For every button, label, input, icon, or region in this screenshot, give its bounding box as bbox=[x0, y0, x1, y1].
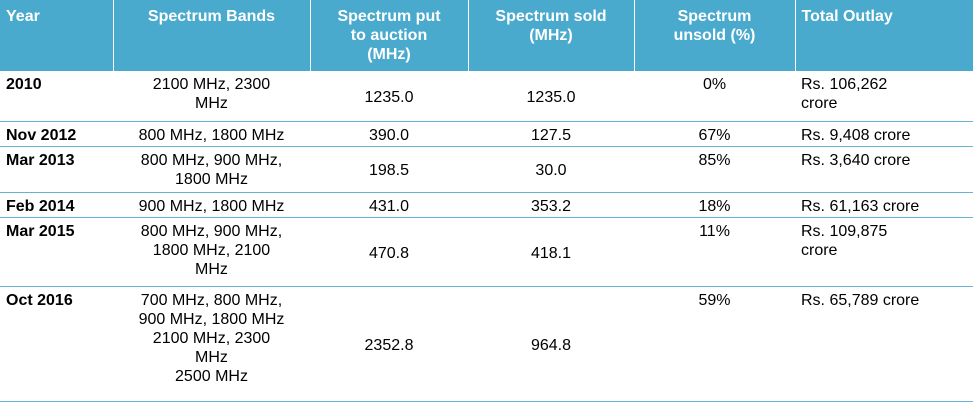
bands-cell: 700 MHz, 800 MHz, 900 MHz, 1800 MHz 2100… bbox=[113, 286, 310, 402]
unsold-cell: 67% bbox=[634, 121, 795, 147]
bands-line: 900 MHz, 1800 MHz bbox=[138, 310, 285, 328]
bands-line: MHz bbox=[195, 95, 228, 112]
bands-line: MHz bbox=[195, 348, 228, 366]
outlay-line: Rs. 9,408 crore bbox=[801, 126, 911, 144]
table-row: Oct 2016 700 MHz, 800 MHz, 900 MHz, 1800… bbox=[0, 286, 973, 402]
bands-line: MHz bbox=[195, 260, 228, 278]
outlay-cell: Rs. 106,262 crore bbox=[795, 71, 973, 122]
outlay-cell: Rs. 109,875 crore bbox=[795, 217, 973, 287]
outlay-cell: Rs. 9,408 crore bbox=[795, 121, 973, 147]
bands-line: 2100 MHz, 2300 bbox=[152, 329, 271, 347]
table-body: 2010 2100 MHz, 2300 MHz 1235.0 1235.0 0%… bbox=[0, 71, 973, 402]
header-unsold-line-1: Spectrum bbox=[677, 8, 752, 25]
outlay-cell: Rs. 65,789 crore bbox=[795, 286, 973, 402]
put-to-auction-cell: 390.0 bbox=[310, 121, 468, 147]
header-total-outlay: Total Outlay bbox=[795, 0, 973, 71]
bands-line: 900 MHz, 1800 MHz bbox=[138, 197, 285, 215]
header-put-line-3: (MHz) bbox=[367, 46, 411, 63]
bands-cell: 900 MHz, 1800 MHz bbox=[113, 192, 310, 218]
header-row: Year Spectrum Bands Spectrum put to auct… bbox=[0, 0, 973, 71]
header-outlay-label: Total Outlay bbox=[801, 8, 893, 25]
year-cell: Feb 2014 bbox=[0, 192, 113, 218]
put-to-auction-cell: 2352.8 bbox=[310, 286, 468, 402]
bands-line: 800 MHz, 1800 MHz bbox=[138, 126, 285, 144]
table-row: 2010 2100 MHz, 2300 MHz 1235.0 1235.0 0%… bbox=[0, 71, 973, 122]
unsold-cell: 85% bbox=[634, 146, 795, 193]
outlay-line: crore bbox=[801, 241, 838, 259]
bands-cell: 2100 MHz, 2300 MHz bbox=[113, 71, 310, 122]
put-to-auction-cell: 1235.0 bbox=[310, 71, 468, 122]
outlay-line: Rs. 61,163 crore bbox=[801, 197, 920, 215]
sold-cell: 30.0 bbox=[468, 146, 634, 193]
outlay-line: Rs. 3,640 crore bbox=[801, 151, 911, 169]
year-cell: Mar 2013 bbox=[0, 146, 113, 193]
outlay-line: Rs. 109,875 bbox=[801, 222, 888, 240]
header-unsold-line-2: unsold (%) bbox=[673, 27, 756, 44]
unsold-cell: 18% bbox=[634, 192, 795, 218]
header-bands-label: Spectrum Bands bbox=[147, 8, 276, 25]
sold-cell: 964.8 bbox=[468, 286, 634, 402]
bands-line: 2100 MHz, 2300 bbox=[152, 76, 271, 93]
header-put-line-2: to auction bbox=[350, 27, 428, 44]
sold-cell: 418.1 bbox=[468, 217, 634, 287]
header-put-line-1: Spectrum put bbox=[337, 8, 441, 25]
bands-line: 1800 MHz, 2100 bbox=[152, 241, 271, 259]
put-to-auction-cell: 470.8 bbox=[310, 217, 468, 287]
unsold-cell: 0% bbox=[634, 71, 795, 122]
header-year-label: Year bbox=[6, 8, 40, 25]
bands-line: 2500 MHz bbox=[175, 367, 248, 385]
year-cell: Mar 2015 bbox=[0, 217, 113, 287]
header-put-to-auction: Spectrum put to auction (MHz) bbox=[310, 0, 469, 71]
unsold-cell: 59% bbox=[634, 286, 795, 402]
header-spectrum-unsold: Spectrum unsold (%) bbox=[634, 0, 796, 71]
outlay-line: crore bbox=[801, 95, 838, 112]
year-cell: Oct 2016 bbox=[0, 286, 113, 402]
bands-cell: 800 MHz, 900 MHz, 1800 MHz bbox=[113, 146, 310, 193]
sold-cell: 127.5 bbox=[468, 121, 634, 147]
put-to-auction-cell: 431.0 bbox=[310, 192, 468, 218]
sold-cell: 1235.0 bbox=[468, 71, 634, 122]
bands-line: 800 MHz, 900 MHz, bbox=[140, 222, 283, 240]
bands-cell: 800 MHz, 1800 MHz bbox=[113, 121, 310, 147]
table-row: Mar 2013 800 MHz, 900 MHz, 1800 MHz 198.… bbox=[0, 146, 973, 193]
bands-line: 700 MHz, 800 MHz, bbox=[140, 291, 283, 309]
put-to-auction-cell: 198.5 bbox=[310, 146, 468, 193]
table-row: Nov 2012 800 MHz, 1800 MHz 390.0 127.5 6… bbox=[0, 121, 973, 147]
outlay-line: Rs. 106,262 bbox=[801, 76, 888, 93]
outlay-cell: Rs. 3,640 crore bbox=[795, 146, 973, 193]
outlay-line: Rs. 65,789 crore bbox=[801, 291, 920, 309]
header-year: Year bbox=[0, 0, 114, 71]
year-cell: 2010 bbox=[0, 71, 113, 122]
header-spectrum-bands: Spectrum Bands bbox=[113, 0, 311, 71]
bands-line: 1800 MHz bbox=[175, 170, 248, 188]
header-sold-line-2: (MHz) bbox=[529, 27, 573, 44]
table-header: Year Spectrum Bands Spectrum put to auct… bbox=[0, 0, 973, 71]
header-sold-line-1: Spectrum sold bbox=[495, 8, 607, 25]
bands-cell: 800 MHz, 900 MHz, 1800 MHz, 2100 MHz bbox=[113, 217, 310, 287]
table-row: Mar 2015 800 MHz, 900 MHz, 1800 MHz, 210… bbox=[0, 217, 973, 287]
bands-line: 800 MHz, 900 MHz, bbox=[140, 151, 283, 169]
sold-cell: 353.2 bbox=[468, 192, 634, 218]
header-spectrum-sold: Spectrum sold (MHz) bbox=[468, 0, 635, 71]
unsold-cell: 11% bbox=[634, 217, 795, 287]
table-row: Feb 2014 900 MHz, 1800 MHz 431.0 353.2 1… bbox=[0, 192, 973, 218]
year-cell: Nov 2012 bbox=[0, 121, 113, 147]
outlay-cell: Rs. 61,163 crore bbox=[795, 192, 973, 218]
